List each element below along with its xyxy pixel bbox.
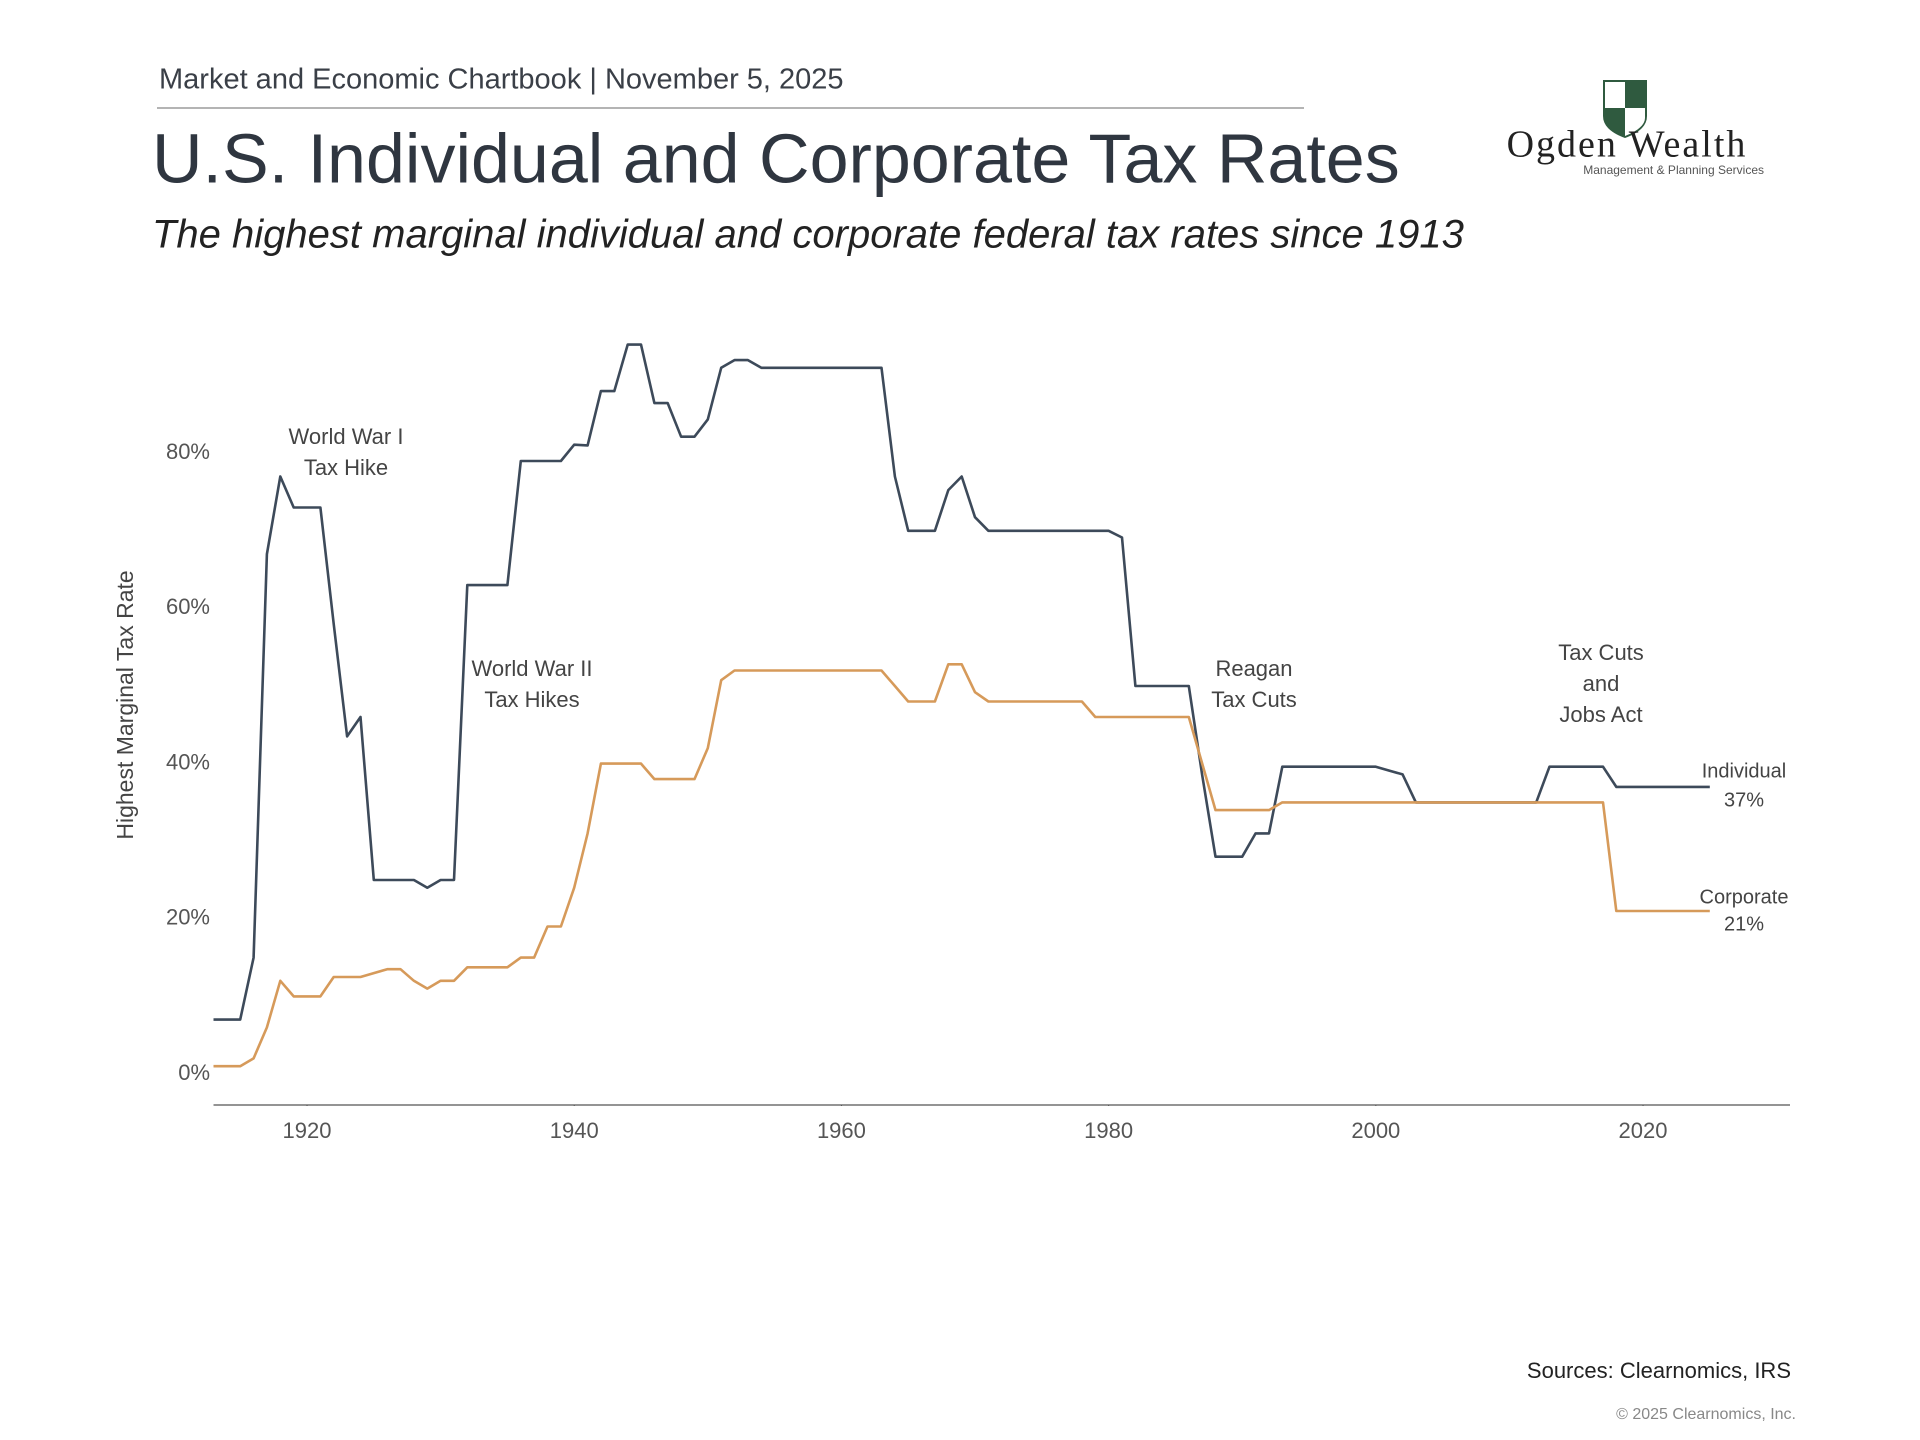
x-tick-label: 1980 <box>1084 1118 1133 1143</box>
value-label: 37% <box>1724 789 1764 811</box>
annotation: Tax Cuts <box>1558 640 1644 665</box>
x-tick-label: 2000 <box>1351 1118 1400 1143</box>
legend-label: Corporate <box>1700 886 1789 908</box>
annotation: World War I <box>289 424 404 449</box>
annotation: Reagan <box>1215 656 1292 681</box>
annotation: Jobs Act <box>1559 702 1642 727</box>
logo: Ogden Wealth Management & Planning Servi… <box>1507 80 1764 177</box>
header: Market and Economic Chartbook | November… <box>159 64 844 96</box>
logo-tagline: Management & Planning Services <box>1583 163 1764 177</box>
logo-shield-quarter <box>1605 82 1645 136</box>
y-axis-label: Highest Marginal Tax Rate <box>112 570 138 839</box>
legend-label: Individual <box>1702 760 1787 782</box>
y-tick-label: 40% <box>166 749 210 774</box>
x-tick-label: 2020 <box>1619 1118 1668 1143</box>
series-line <box>213 663 1710 1068</box>
series-line <box>213 343 1710 1021</box>
y-tick-label: 80% <box>166 439 210 464</box>
annotation: Tax Cuts <box>1211 687 1297 712</box>
x-tick-label: 1960 <box>817 1118 866 1143</box>
y-tick-label: 60% <box>166 594 210 619</box>
x-tick-label: 1920 <box>283 1118 332 1143</box>
x-tick-label: 1940 <box>550 1118 599 1143</box>
y-tick-label: 0% <box>178 1060 210 1085</box>
annotation: and <box>1583 671 1620 696</box>
chart-title: U.S. Individual and Corporate Tax Rates <box>152 119 1400 197</box>
logo-name: Ogden Wealth <box>1507 124 1748 166</box>
annotation: Tax Hikes <box>484 687 579 712</box>
value-label: 21% <box>1724 913 1764 935</box>
annotation: Tax Hike <box>304 455 388 480</box>
sources: Sources: Clearnomics, IRS <box>1527 1358 1791 1383</box>
annotation: World War II <box>471 656 592 681</box>
copyright: © 2025 Clearnomics, Inc. <box>1616 1406 1796 1423</box>
chart-subtitle: The highest marginal individual and corp… <box>152 213 1464 257</box>
y-tick-label: 20% <box>166 905 210 930</box>
